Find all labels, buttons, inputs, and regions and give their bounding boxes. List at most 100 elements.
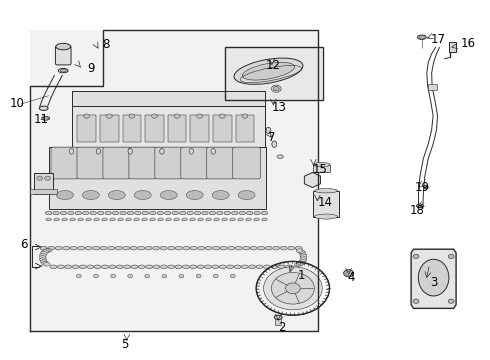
Ellipse shape — [160, 190, 177, 199]
Ellipse shape — [56, 43, 71, 50]
Ellipse shape — [135, 211, 141, 215]
Circle shape — [37, 176, 43, 180]
Ellipse shape — [127, 211, 134, 215]
Ellipse shape — [300, 258, 307, 261]
Ellipse shape — [131, 265, 138, 269]
Ellipse shape — [115, 246, 122, 250]
Ellipse shape — [94, 265, 101, 269]
Ellipse shape — [423, 186, 428, 189]
Ellipse shape — [134, 218, 139, 221]
Ellipse shape — [70, 246, 77, 250]
Ellipse shape — [277, 155, 283, 158]
Ellipse shape — [294, 263, 301, 266]
Ellipse shape — [60, 211, 67, 215]
Ellipse shape — [68, 211, 74, 215]
Bar — [236, 115, 254, 141]
Ellipse shape — [212, 265, 219, 269]
Ellipse shape — [56, 190, 74, 199]
Ellipse shape — [83, 211, 89, 215]
Ellipse shape — [234, 58, 303, 84]
Ellipse shape — [239, 211, 245, 215]
Bar — [30, 30, 318, 331]
Ellipse shape — [220, 265, 226, 269]
Circle shape — [111, 274, 116, 278]
Ellipse shape — [90, 211, 97, 215]
Text: 11: 11 — [34, 113, 49, 126]
Ellipse shape — [272, 141, 277, 147]
Ellipse shape — [149, 211, 156, 215]
Ellipse shape — [126, 218, 131, 221]
Ellipse shape — [298, 250, 305, 253]
Ellipse shape — [256, 265, 263, 269]
Ellipse shape — [42, 117, 49, 120]
FancyBboxPatch shape — [103, 147, 131, 179]
Ellipse shape — [315, 214, 338, 219]
Ellipse shape — [98, 211, 104, 215]
Ellipse shape — [243, 246, 250, 250]
Ellipse shape — [157, 211, 164, 215]
Text: 12: 12 — [266, 59, 281, 72]
Ellipse shape — [213, 246, 220, 250]
Bar — [49, 147, 266, 210]
Ellipse shape — [45, 248, 52, 252]
Ellipse shape — [234, 265, 241, 269]
Text: 17: 17 — [431, 33, 446, 46]
Bar — [314, 165, 330, 172]
Ellipse shape — [79, 265, 86, 269]
Ellipse shape — [258, 246, 265, 250]
Ellipse shape — [295, 246, 302, 250]
Ellipse shape — [183, 246, 190, 250]
Bar — [449, 41, 456, 51]
Ellipse shape — [254, 211, 260, 215]
Ellipse shape — [78, 246, 85, 250]
Text: 14: 14 — [318, 196, 332, 209]
Circle shape — [94, 274, 98, 278]
Ellipse shape — [96, 148, 100, 154]
Circle shape — [196, 114, 202, 118]
Ellipse shape — [249, 265, 256, 269]
Ellipse shape — [130, 246, 137, 250]
Ellipse shape — [175, 246, 182, 250]
FancyBboxPatch shape — [181, 147, 209, 179]
Ellipse shape — [165, 211, 171, 215]
Circle shape — [345, 271, 351, 275]
Ellipse shape — [39, 106, 48, 111]
FancyBboxPatch shape — [55, 46, 71, 65]
Ellipse shape — [40, 246, 47, 250]
Ellipse shape — [160, 148, 164, 154]
Circle shape — [419, 36, 424, 39]
Ellipse shape — [300, 256, 307, 259]
Ellipse shape — [58, 68, 68, 73]
Ellipse shape — [53, 211, 59, 215]
Ellipse shape — [182, 218, 187, 221]
Ellipse shape — [118, 218, 123, 221]
Ellipse shape — [166, 218, 171, 221]
FancyBboxPatch shape — [129, 147, 157, 179]
Ellipse shape — [42, 261, 49, 265]
Ellipse shape — [182, 265, 189, 269]
Bar — [77, 115, 96, 141]
Circle shape — [271, 85, 281, 92]
Ellipse shape — [209, 211, 216, 215]
Ellipse shape — [264, 265, 270, 269]
Bar — [213, 115, 232, 141]
Ellipse shape — [230, 218, 235, 221]
Ellipse shape — [235, 246, 242, 250]
Ellipse shape — [112, 211, 119, 215]
Ellipse shape — [286, 265, 293, 269]
FancyBboxPatch shape — [51, 147, 79, 179]
Text: 19: 19 — [415, 181, 430, 194]
Ellipse shape — [128, 148, 132, 154]
Circle shape — [220, 114, 225, 118]
Ellipse shape — [205, 265, 212, 269]
Ellipse shape — [299, 260, 306, 264]
Ellipse shape — [70, 148, 74, 154]
Circle shape — [45, 176, 50, 180]
Ellipse shape — [222, 218, 227, 221]
Ellipse shape — [187, 211, 193, 215]
Circle shape — [128, 274, 133, 278]
Bar — [30, 189, 57, 194]
Ellipse shape — [214, 218, 219, 221]
Ellipse shape — [212, 190, 229, 199]
FancyBboxPatch shape — [155, 147, 183, 179]
